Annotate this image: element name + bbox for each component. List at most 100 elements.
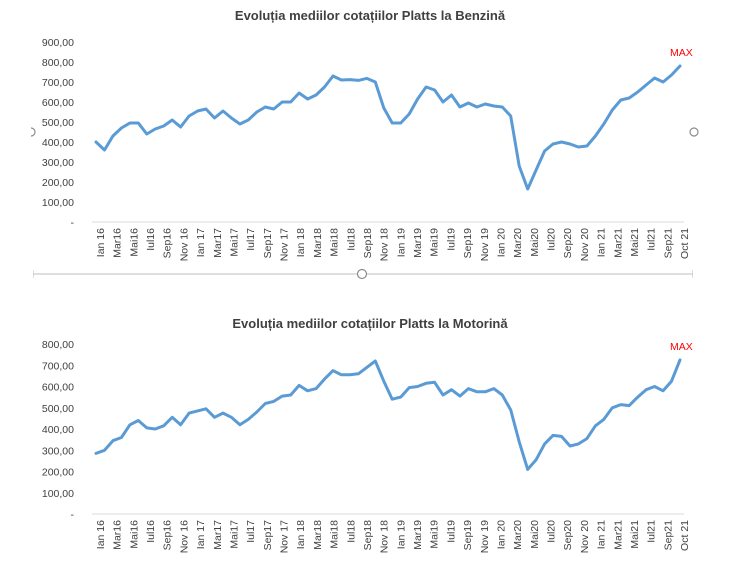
data-point: [679, 65, 682, 68]
x-tick-label: Ian 19: [395, 228, 407, 257]
series-line: [94, 64, 682, 191]
x-tick-label: Mai16: [128, 228, 140, 257]
x-tick-label: Mar18: [312, 520, 324, 550]
data-point: [128, 423, 131, 426]
motorina-chart: Evoluția mediilor cotațiilor Platts la M…: [0, 308, 740, 580]
x-tick-label: Oct 21: [679, 228, 691, 259]
data-point: [349, 373, 352, 376]
x-tick-label: Iul19: [445, 520, 457, 543]
data-point: [205, 407, 208, 410]
data-point: [128, 122, 131, 125]
x-tick-label: Mar18: [312, 228, 324, 258]
data-point: [611, 406, 614, 409]
data-point: [103, 449, 106, 452]
x-tick-label: Ian 19: [395, 520, 407, 549]
x-tick-label: Ian 17: [195, 228, 207, 257]
x-tick-label: Ian 20: [495, 520, 507, 549]
max-label: MAX: [670, 47, 693, 59]
data-point: [391, 122, 394, 125]
data-point: [298, 384, 301, 387]
data-point: [518, 440, 521, 443]
data-point: [433, 89, 436, 92]
data-point: [213, 416, 216, 419]
data-point: [332, 369, 335, 372]
data-point: [255, 111, 258, 114]
splitter-handle[interactable]: [356, 268, 368, 280]
x-tick-label: Sep16: [162, 228, 174, 259]
data-point: [619, 403, 622, 406]
x-tick-label: Mar16: [112, 228, 124, 258]
y-tick-label: 900,00: [42, 37, 74, 49]
x-tick-label: Ian 21: [596, 520, 608, 549]
x-tick-label: Mar20: [512, 228, 524, 258]
x-tick-label: Ian 17: [195, 520, 207, 549]
x-tick-label: Sep18: [362, 228, 374, 259]
data-point: [526, 188, 529, 191]
x-tick-label: Mar21: [612, 520, 624, 550]
y-tick-label: 600,00: [42, 382, 74, 394]
data-point: [425, 86, 428, 89]
data-point: [332, 75, 335, 78]
y-tick-label: -: [71, 217, 75, 229]
data-point: [619, 99, 622, 102]
data-point: [365, 77, 368, 80]
data-point: [306, 389, 309, 392]
data-point: [569, 143, 572, 146]
data-point: [238, 123, 241, 126]
y-tick-label: 800,00: [42, 57, 74, 69]
data-point: [467, 102, 470, 105]
data-point: [349, 78, 352, 81]
data-point: [374, 81, 377, 84]
data-point: [670, 380, 673, 383]
x-tick-label: Mar17: [212, 228, 224, 258]
data-point: [569, 445, 572, 448]
y-tick-label: 700,00: [42, 77, 74, 89]
data-point: [475, 106, 478, 109]
data-point: [492, 387, 495, 390]
x-tick-label: Mar21: [612, 228, 624, 258]
data-point: [450, 94, 453, 97]
data-point: [602, 123, 605, 126]
x-tick-label: Nov 19: [479, 520, 491, 553]
y-tick-label: 200,00: [42, 177, 74, 189]
data-point: [213, 117, 216, 120]
data-point: [636, 91, 639, 94]
y-tick-label: 600,00: [42, 97, 74, 109]
x-tick-label: Nov 17: [279, 228, 291, 261]
data-point: [238, 423, 241, 426]
data-point: [247, 418, 250, 421]
x-tick-label: Iul17: [245, 228, 257, 251]
data-point: [636, 396, 639, 399]
chart-splitter[interactable]: [33, 268, 693, 280]
benzina-chart: Evoluția mediilor cotațiilor Platts la B…: [0, 0, 740, 270]
data-point: [222, 412, 225, 415]
data-point: [382, 380, 385, 383]
data-point: [552, 143, 555, 146]
data-point: [230, 117, 233, 120]
data-point: [188, 115, 191, 118]
data-point: [95, 452, 98, 455]
x-tick-label: Sep19: [462, 520, 474, 551]
x-tick-label: Mai19: [429, 228, 441, 257]
y-tick-label: 400,00: [42, 137, 74, 149]
y-tick-label: 500,00: [42, 403, 74, 415]
data-point: [112, 439, 115, 442]
data-point: [196, 110, 199, 113]
x-tick-label: Nov 19: [479, 228, 491, 261]
data-point: [323, 378, 326, 381]
data-point: [543, 150, 546, 153]
data-point: [662, 389, 665, 392]
right-resize-handle: [689, 127, 699, 137]
x-tick-label: Iul18: [345, 520, 357, 543]
data-point: [272, 108, 275, 111]
data-point: [154, 128, 157, 131]
data-point: [357, 79, 360, 82]
y-tick-label: 300,00: [42, 157, 74, 169]
data-point: [535, 169, 538, 172]
data-point: [509, 408, 512, 411]
data-point: [391, 398, 394, 401]
data-point: [264, 402, 267, 405]
x-tick-label: Iul21: [646, 228, 658, 251]
data-point: [171, 416, 174, 419]
data-point: [112, 135, 115, 138]
